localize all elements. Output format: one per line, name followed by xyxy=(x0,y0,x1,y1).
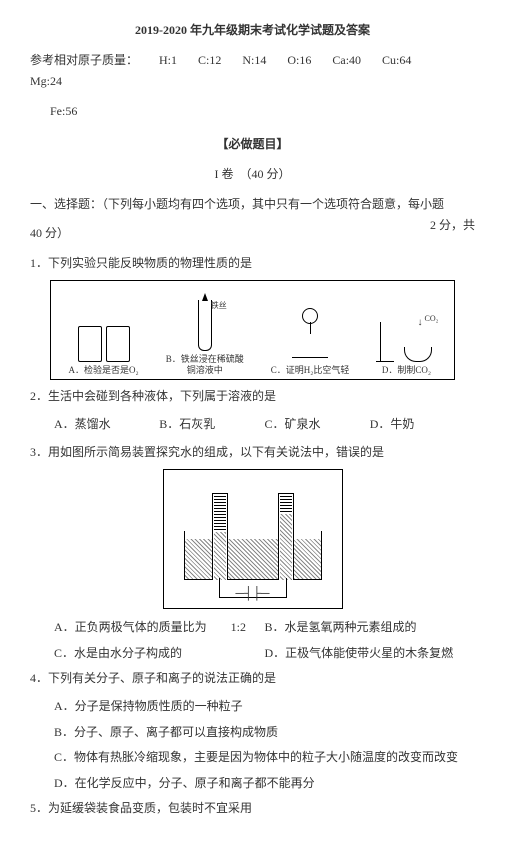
atomic-C: C:12 xyxy=(198,53,221,67)
ref-label: 参考相对原子质量： xyxy=(30,53,138,67)
q1-label-B2: 铜溶液中 xyxy=(187,365,223,375)
q1-label-A: A．检验是否是O₂ xyxy=(69,365,139,376)
arrow-icon: ↓ xyxy=(417,314,422,332)
q2-options: A．蒸馏水 B．石灰乳 C．矿泉水 D．牛奶 xyxy=(30,414,475,436)
q3-opt-A: A．正负两极气体的质量比为 1:2 xyxy=(54,617,265,639)
question-1: 1．下列实验只能反映物质的物理性质的是 xyxy=(30,253,475,275)
must-do-heading: 【必做题目】 xyxy=(30,134,475,156)
q1-panel-A: A．检验是否是O₂ xyxy=(69,306,139,376)
atomic-O: O:16 xyxy=(287,53,311,67)
q1-label-D: D．制制CO₂ xyxy=(382,365,431,376)
atomic-N: N:14 xyxy=(242,53,266,67)
atomic-mass-row: 参考相对原子质量： H:1 C:12 N:14 O:16 Ca:40 Cu:64… xyxy=(30,50,475,93)
atomic-Mg: Mg:24 xyxy=(30,74,62,88)
q2-opt-A: A．蒸馏水 xyxy=(54,414,159,436)
q1-panel-D: ↓ CO₂ D．制制CO₂ xyxy=(376,306,436,376)
paper-part: I 卷 （40 分） xyxy=(30,164,475,186)
atomic-Cu: Cu:64 xyxy=(382,53,411,67)
question-5: 5．为延缓袋装食品变质，包装时不宜采用 xyxy=(30,798,475,820)
atomic-Ca: Ca:40 xyxy=(332,53,361,67)
section1-total: 40 分） xyxy=(30,223,475,245)
q3-opt-B: B．水是氢氧两种元素组成的 xyxy=(265,617,476,639)
question-2: 2．生活中会碰到各种液体，下列属于溶液的是 xyxy=(30,386,475,408)
q4-opt-C: C．物体有热胀冷缩现象，主要是因为物体中的粒子大小随温度的改变而改变 xyxy=(30,747,475,769)
q4-options: A．分子是保持物质性质的一种粒子 B．分子、原子、离子都可以直接构成物质 C．物… xyxy=(30,696,475,794)
question-3: 3．用如图所示简易装置探究水的组成，以下有关说法中，错误的是 xyxy=(30,442,475,464)
section1-head: 一、选择题：（下列每小题均有四个选项，其中只有一个选项符合题意，每小题 xyxy=(30,197,444,211)
question-4: 4．下列有关分子、原子和离子的说法正确的是 xyxy=(30,668,475,690)
q2-opt-D: D．牛奶 xyxy=(370,414,475,436)
atomic-Fe: Fe:56 xyxy=(50,101,475,123)
atomic-H: H:1 xyxy=(159,53,177,67)
q2-opt-C: C．矿泉水 xyxy=(265,414,370,436)
q1-label-C: C．证明H₂比空气轻 xyxy=(271,365,350,376)
q1-panel-C: C．证明H₂比空气轻 xyxy=(271,306,350,376)
battery-icon: ─┤├─ xyxy=(235,583,269,605)
q4-opt-A: A．分子是保持物质性质的一种粒子 xyxy=(30,696,475,718)
section1-instruction: 一、选择题：（下列每小题均有四个选项，其中只有一个选项符合题意，每小题 2 分，… xyxy=(30,194,475,216)
q3-options: A．正负两极气体的质量比为 1:2 B．水是氢氧两种元素组成的 C．水是由水分子… xyxy=(30,617,475,668)
q2-opt-B: B．石灰乳 xyxy=(159,414,264,436)
q1-mid-label: 铁丝 xyxy=(211,299,227,313)
q3-opt-D: D．正极气体能使带火星的木条复燃 xyxy=(265,643,476,665)
q1-co2-label: CO₂ xyxy=(425,312,439,326)
q4-opt-D: D．在化学反应中，分子、原子和离子都不能再分 xyxy=(30,773,475,795)
q3-diagram-box: ─┤├─ xyxy=(163,469,343,609)
q4-opt-B: B．分子、原子、离子都可以直接构成物质 xyxy=(30,722,475,744)
section1-points: 2 分，共 xyxy=(430,215,475,237)
q1-diagram-box: A．检验是否是O₂ 铁丝 B．铁丝浸在稀硫酸 铜溶液中 C．证明H₂比空气轻 ↓… xyxy=(50,280,455,380)
page-title: 2019-2020 年九年级期末考试化学试题及答案 xyxy=(30,20,475,42)
q1-panel-B: 铁丝 B．铁丝浸在稀硫酸 铜溶液中 xyxy=(166,295,244,376)
q1-label-B: B．铁丝浸在稀硫酸 xyxy=(166,354,244,364)
q3-opt-C: C．水是由水分子构成的 xyxy=(54,643,265,665)
